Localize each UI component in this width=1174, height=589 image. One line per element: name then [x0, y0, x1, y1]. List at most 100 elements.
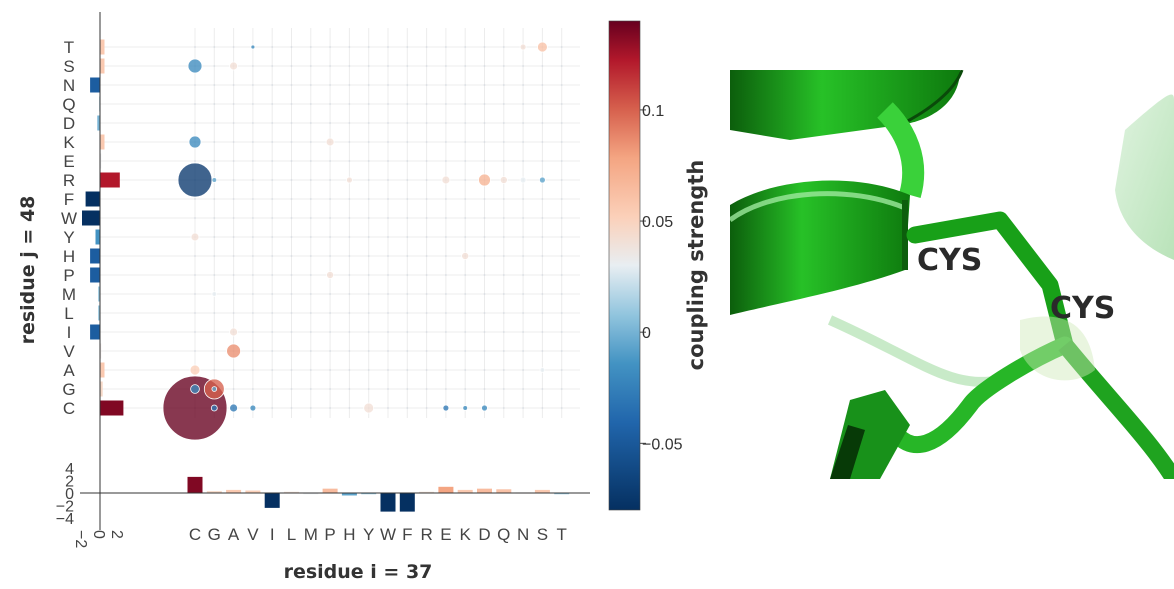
lattice-dot: [271, 217, 274, 219]
lattice-dot: [522, 217, 524, 219]
x-tick-label: S: [537, 525, 548, 544]
left-bar: [85, 191, 100, 207]
lattice-dot: [445, 65, 447, 67]
lattice-dot: [213, 198, 216, 200]
lattice-dot: [502, 122, 505, 124]
lattice-dot: [560, 46, 563, 48]
cys-label-2: CYS: [1050, 291, 1115, 326]
lattice-dot: [387, 65, 389, 67]
lattice-dot: [213, 217, 216, 219]
lattice-dot: [309, 198, 312, 200]
y-tick-label: R: [63, 171, 75, 190]
lattice-dot: [232, 46, 235, 48]
coupling-point: [211, 291, 218, 297]
lattice-dot: [483, 103, 486, 105]
coupling-point: [539, 176, 546, 184]
lattice-dot: [329, 122, 331, 124]
lattice-dot: [290, 350, 293, 352]
lattice-dot: [541, 65, 544, 67]
lattice-dot: [290, 122, 293, 124]
lattice-dot: [425, 46, 428, 48]
lattice-dot: [367, 141, 370, 143]
colorbar-tick-label: 0.05: [642, 214, 673, 231]
lattice-dot: [252, 236, 254, 238]
lattice-dot: [502, 369, 505, 371]
coupling-point: [190, 232, 200, 242]
lattice-dot: [367, 103, 370, 105]
coupling-point: [326, 270, 335, 279]
lattice-dot: [252, 198, 254, 200]
lattice-dot: [445, 160, 447, 162]
lattice-dot: [387, 122, 389, 124]
lattice-dot: [502, 350, 505, 352]
bottom-marginal-tick: −2: [56, 498, 74, 515]
lattice-dot: [367, 65, 370, 67]
bottom-bar: [322, 488, 338, 493]
lattice-dot: [271, 179, 274, 181]
lattice-dot: [232, 84, 235, 86]
lattice-dot: [483, 293, 486, 295]
lattice-dot: [309, 84, 312, 86]
lattice-dot: [290, 255, 293, 257]
x-tick-label: G: [208, 525, 221, 544]
x-tick-label: C: [189, 525, 201, 544]
lattice-dot: [348, 65, 351, 67]
lattice-dot: [329, 255, 331, 257]
lattice-dot: [271, 84, 274, 86]
coupling-point: [188, 135, 202, 149]
lattice-dot: [387, 293, 389, 295]
bottom-bar: [419, 491, 435, 493]
colorbar-title: coupling strength: [684, 160, 708, 371]
colorbar-tick-label: −0.05: [642, 436, 683, 453]
coupling-point: [539, 367, 546, 373]
lattice-dot: [445, 84, 447, 86]
lattice-dot: [541, 160, 544, 162]
lattice-dot: [271, 103, 274, 105]
bottom-marginal-tick: 4: [65, 461, 74, 478]
lattice-dot: [483, 84, 486, 86]
lattice-dot: [309, 236, 312, 238]
left-bar: [82, 210, 100, 226]
lattice-dot: [348, 198, 351, 200]
lattice-dot: [387, 198, 389, 200]
lattice-dot: [541, 407, 544, 409]
colorbar-ticks: 0.1 0.05 0 −0.05: [640, 103, 683, 453]
lattice-dot: [541, 274, 544, 276]
lattice-dot: [522, 84, 524, 86]
lattice-dot: [194, 103, 196, 105]
coupling-point: [177, 162, 213, 198]
coupling-point: [249, 404, 257, 412]
coupling-point: [441, 175, 451, 185]
lattice-dot: [213, 46, 216, 48]
bottom-bar: [438, 486, 454, 493]
lattice-dot: [309, 46, 312, 48]
lattice-dot: [194, 274, 196, 276]
lattice-dot: [406, 350, 409, 352]
lattice-dot: [560, 407, 563, 409]
lattice-dot: [232, 217, 235, 219]
lattice-dot: [252, 122, 254, 124]
lattice-dot: [406, 179, 409, 181]
lattice-dot: [425, 236, 428, 238]
left-bar: [100, 39, 105, 55]
lattice-dot: [329, 46, 331, 48]
lattice-dot: [560, 274, 563, 276]
lattice-dot: [387, 312, 389, 314]
left-bar: [100, 172, 120, 188]
bottom-bar: [341, 493, 357, 496]
lattice-dot: [522, 369, 524, 371]
lattice-dot: [309, 65, 312, 67]
lattice-dot: [367, 236, 370, 238]
lattice-dot: [502, 103, 505, 105]
lattice-dot: [406, 141, 409, 143]
lattice-dot: [252, 350, 254, 352]
lattice-dot: [522, 103, 524, 105]
coupling-point: [250, 44, 256, 50]
left-bar: [100, 381, 103, 397]
lattice-dot: [252, 369, 254, 371]
lattice-dot: [309, 331, 312, 333]
lattice-dot: [232, 312, 235, 314]
x-tick-label: H: [343, 525, 355, 544]
lattice-dot: [445, 331, 447, 333]
